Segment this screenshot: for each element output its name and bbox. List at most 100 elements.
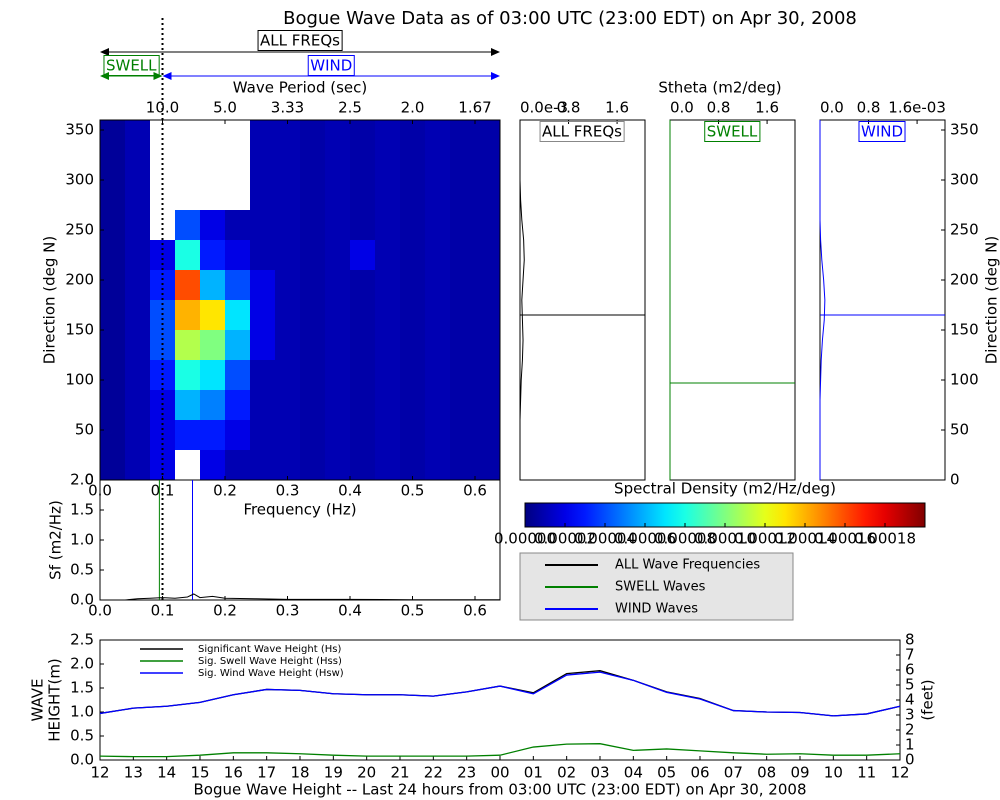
heatmap-cell [275, 360, 300, 390]
heatmap-cell [325, 210, 350, 240]
x-tick-label: 18 [290, 764, 309, 782]
x-tick-label: 0.3 [276, 602, 300, 620]
heatmap-cell [450, 390, 475, 420]
y-tick-label: 50 [75, 421, 94, 439]
y-axis-label: WAVE [29, 678, 47, 721]
x-tick-label: 1.6 [605, 99, 629, 117]
heatmap-cell [250, 390, 275, 420]
x-tick-label: 05 [657, 764, 676, 782]
heatmap-cell [300, 180, 325, 210]
panel-title: ALL FREQs [542, 123, 622, 141]
heatmap-cell [475, 390, 500, 420]
x-tick-label: 1.6e-03 [888, 99, 946, 117]
heatmap-cell [350, 180, 375, 210]
profile-line [819, 120, 826, 480]
y-tick-label: 0 [84, 471, 94, 489]
heatmap-cell [200, 390, 225, 420]
y2-tick-label: 5 [905, 676, 915, 694]
annotation-label: ALL FREQs [260, 32, 340, 50]
heatmap-cell [325, 330, 350, 360]
colorbar-tick-label: 0.00014 [774, 530, 836, 548]
heatmap-cell [275, 120, 300, 150]
panel-title: WIND [861, 123, 903, 141]
heatmap-cell [400, 300, 425, 330]
heatmap-cell [200, 210, 225, 240]
heatmap-cell [300, 300, 325, 330]
x2-tick-label: 5.0 [213, 99, 237, 117]
heatmap-cell [325, 420, 350, 450]
heatmap-cell [175, 360, 200, 390]
heatmap-cell [275, 420, 300, 450]
x-tick-label: 0.1 [151, 482, 175, 500]
colorbar-tick-label: 0.00002 [534, 530, 596, 548]
heatmap-cell [300, 390, 325, 420]
heatmap-cell [225, 300, 250, 330]
heatmap-cell [325, 360, 350, 390]
heatmap-cell [350, 120, 375, 150]
x-tick-label: 0.6 [463, 602, 487, 620]
heatmap-cell [200, 360, 225, 390]
heatmap-cell [200, 270, 225, 300]
heatmap-cell [425, 450, 450, 480]
heatmap-cell [400, 240, 425, 270]
heatmap-cell [425, 270, 450, 300]
legend-label: Sig. Wind Wave Height (Hsw) [198, 668, 344, 679]
heatmap-cell [450, 120, 475, 150]
x-tick-label: 12 [890, 764, 909, 782]
heatmap-cell [300, 360, 325, 390]
x-axis-label: Bogue Wave Height -- Last 24 hours from … [194, 781, 807, 799]
heatmap-cell [425, 420, 450, 450]
x-tick-label: 0.3 [276, 482, 300, 500]
heatmap-cell [350, 420, 375, 450]
heatmap-cell [425, 330, 450, 360]
x-tick-label: 0.2 [213, 482, 237, 500]
heatmap-cell [225, 390, 250, 420]
legend-label: WIND Waves [615, 602, 698, 617]
heatmap-cell [450, 210, 475, 240]
heatmap-cell [250, 360, 275, 390]
y-tick-label: 100 [65, 371, 94, 389]
arrow-head [162, 72, 172, 80]
x-tick-label: 0.5 [401, 482, 425, 500]
y-tick-label: 100 [950, 371, 979, 389]
y2-tick-label: 8 [905, 631, 915, 649]
heatmap-cell [350, 390, 375, 420]
y-tick-label: 200 [65, 271, 94, 289]
heatmap-cell [325, 300, 350, 330]
heatmap-cell [375, 210, 400, 240]
heatmap-cell [100, 330, 125, 360]
x-tick-label: 20 [357, 764, 376, 782]
heatmap-cell [375, 300, 400, 330]
heatmap-cell [125, 120, 150, 150]
heatmap-cell [325, 240, 350, 270]
heatmap-cell [350, 150, 375, 180]
x2-tick-label: 3.33 [271, 99, 304, 117]
label-box [103, 55, 160, 76]
heatmap-cell [250, 270, 275, 300]
heatmap-cell [100, 420, 125, 450]
x-tick-label: 0.0 [820, 99, 844, 117]
heatmap-cell [450, 180, 475, 210]
panel-title: SWELL [707, 123, 758, 141]
colorbar-tick-label: 0.00018 [854, 530, 916, 548]
x2-axis-label: Wave Period (sec) [233, 79, 367, 97]
label-box [704, 121, 761, 142]
heatmap-cell [200, 300, 225, 330]
heatmap-cell [225, 240, 250, 270]
y-tick-label: 200 [950, 271, 979, 289]
heatmap-cell [175, 270, 200, 300]
x-axis-label: Stheta (m2/deg) [658, 79, 781, 97]
x-tick-label: 0.0 [88, 602, 112, 620]
y-tick-label: 150 [65, 321, 94, 339]
heatmap-cell [325, 150, 350, 180]
heatmap-cell [275, 270, 300, 300]
x-tick-label: 0.5 [401, 602, 425, 620]
heatmap-cell [325, 450, 350, 480]
heatmap-cell [125, 150, 150, 180]
heatmap-cell [100, 180, 125, 210]
heatmap-cell [375, 360, 400, 390]
x2-tick-label: 2.5 [338, 99, 362, 117]
heatmap-cell [275, 390, 300, 420]
x-tick-label: 14 [157, 764, 176, 782]
colorbar-tick-label: 0.00006 [614, 530, 676, 548]
